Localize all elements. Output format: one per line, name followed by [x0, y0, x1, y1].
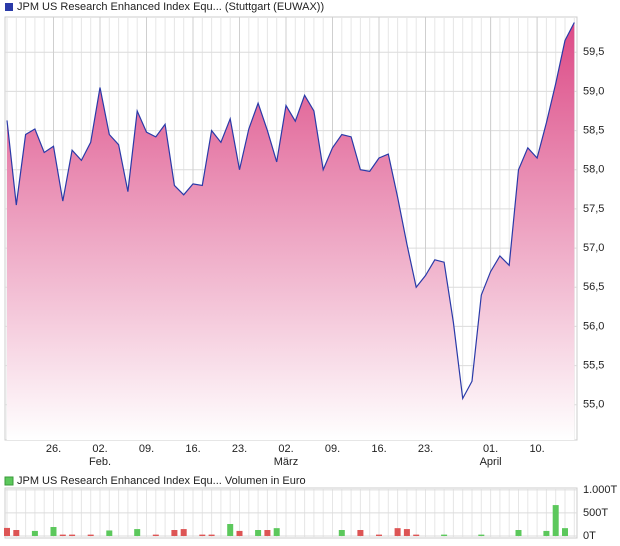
bar	[199, 534, 206, 536]
x-tick-label: 09.	[139, 443, 154, 455]
y-tick-label: 57,0	[583, 242, 604, 254]
legend-label: JPM US Research Enhanced Index Equ... Vo…	[17, 475, 306, 487]
bar	[50, 527, 57, 536]
y-tick-label: 1.000T	[583, 484, 618, 496]
bar	[31, 530, 38, 536]
month-label: April	[480, 456, 502, 468]
bar	[87, 534, 94, 536]
line	[6, 22, 575, 401]
bar	[273, 528, 280, 536]
x-tick-label: 01.	[483, 443, 498, 455]
bar	[413, 534, 420, 536]
y-tick-label: 0T	[583, 530, 596, 542]
bar	[4, 527, 10, 536]
bar	[236, 530, 243, 536]
bar	[515, 530, 522, 536]
x-tick-label: 16.	[185, 443, 200, 455]
x-tick-label: 02.	[92, 443, 107, 455]
month-label: Feb.	[89, 456, 111, 468]
y-tick-label: 55,0	[583, 399, 604, 411]
x-tick-label: 02.	[278, 443, 293, 455]
x-tick-label: 23.	[232, 443, 247, 455]
bar	[171, 530, 178, 536]
x-tick-label: 16.	[371, 443, 386, 455]
y-tick-label: 58,0	[583, 164, 604, 176]
bar	[357, 530, 364, 536]
legend-swatch	[5, 3, 13, 11]
x-tick-label: 09.	[325, 443, 340, 455]
bar	[152, 534, 159, 536]
x-tick-label: 10.	[529, 443, 544, 455]
y-tick-label: 56,0	[583, 320, 604, 332]
y-tick-label: 59,5	[583, 46, 604, 58]
y-tick-label: 56,5	[583, 281, 604, 293]
bar	[394, 528, 401, 536]
y-tick-label: 59,0	[583, 85, 604, 97]
x-tick-label: 23.	[418, 443, 433, 455]
bar	[338, 530, 345, 536]
bar	[562, 528, 568, 536]
bar	[227, 524, 234, 536]
bar	[552, 505, 559, 536]
bar	[264, 530, 271, 536]
y-tick-label: 58,5	[583, 124, 604, 136]
bar	[59, 534, 66, 536]
x-tick-label: 26.	[46, 443, 61, 455]
bar	[441, 534, 448, 536]
y-tick-label: 55,5	[583, 359, 604, 371]
bar	[106, 530, 113, 536]
y-tick-label: 500T	[583, 507, 608, 519]
bar	[208, 534, 215, 536]
bar	[180, 529, 187, 536]
bar	[403, 529, 410, 536]
bar	[255, 530, 262, 536]
bar	[69, 534, 76, 536]
bar	[478, 534, 485, 536]
legend-swatch	[4, 476, 14, 486]
bar	[376, 534, 382, 536]
y-tick-label: 57,5	[583, 203, 604, 215]
bar	[13, 530, 20, 536]
bar	[543, 530, 550, 536]
month-label: März	[274, 456, 298, 468]
legend-label: JPM US Research Enhanced Index Equ... (S…	[17, 1, 324, 13]
bar	[134, 529, 141, 536]
area	[7, 22, 575, 440]
